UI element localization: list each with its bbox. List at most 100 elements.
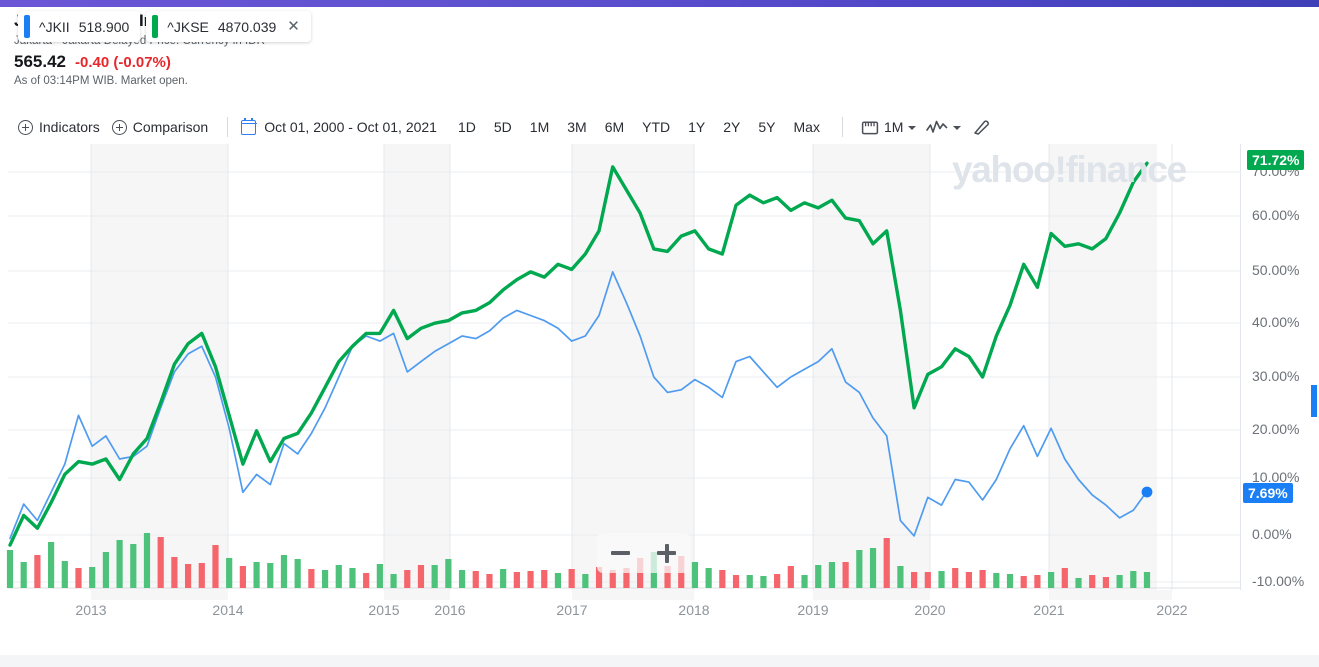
x-axis-label: 2016	[434, 602, 466, 618]
volume-bar	[89, 567, 96, 588]
volume-bar	[47, 542, 55, 588]
volume-bar	[157, 537, 164, 588]
chart-toolbar: Indicators Comparison Oct 01, 2000 - Oct…	[0, 110, 1319, 144]
watermark-exclamation: !	[1054, 149, 1066, 190]
volume-bar	[212, 545, 219, 588]
draw-tools-button[interactable]	[966, 114, 996, 140]
volume-bar	[61, 561, 68, 588]
volume-bar	[1075, 578, 1082, 588]
y-axis-label: 50.00%	[1252, 262, 1300, 278]
range-button-5d[interactable]: 5D	[493, 119, 512, 135]
volume-bar	[705, 568, 712, 588]
volume-bar	[924, 572, 931, 588]
y-axis-label: 20.00%	[1252, 421, 1300, 437]
volume-bar	[20, 562, 27, 588]
range-button-3m[interactable]: 3M	[567, 119, 587, 135]
y-axis-label: 60.00%	[1252, 207, 1300, 223]
chart-area[interactable]	[0, 144, 1319, 600]
volume-bar	[965, 572, 973, 588]
right-edge-scroll-marker[interactable]	[1311, 385, 1317, 417]
volume-bar	[253, 562, 260, 588]
volume-bar	[623, 568, 630, 588]
range-button-1y[interactable]: 1Y	[688, 119, 706, 135]
volume-bar	[595, 567, 603, 588]
range-button-1d[interactable]: 1D	[457, 119, 476, 135]
year-shade-band	[384, 144, 450, 600]
legend-chip-jkii[interactable]: ^JKII 518.900	[18, 11, 141, 42]
volume-bar	[1006, 574, 1014, 588]
bottom-band	[0, 655, 1319, 667]
x-axis-label: 2019	[797, 602, 829, 618]
comparison-button[interactable]: Comparison	[106, 116, 214, 138]
volume-bar	[609, 570, 616, 588]
volume-bar	[979, 570, 986, 588]
range-button-max[interactable]: Max	[793, 119, 820, 135]
volume-bar	[952, 568, 959, 588]
interval-button[interactable]: 1M	[856, 116, 921, 139]
x-axis-label: 2022	[1156, 602, 1188, 618]
volume-bar	[911, 572, 918, 588]
y-axis-label: 40.00%	[1252, 314, 1300, 330]
candlestick-icon	[861, 120, 879, 134]
volume-bar	[1143, 572, 1151, 588]
zoom-in-button[interactable]	[657, 543, 677, 563]
toolbar-divider	[227, 117, 229, 137]
range-button-ytd[interactable]: YTD	[642, 119, 671, 135]
volume-bar	[34, 555, 41, 588]
volume-bar	[143, 533, 151, 588]
volume-bar	[1020, 576, 1027, 588]
volume-bar	[1034, 575, 1041, 588]
volume-bar	[787, 566, 794, 588]
zoom-out-button[interactable]	[610, 550, 630, 556]
volume-bar	[1048, 572, 1055, 588]
year-shade-band	[572, 144, 694, 600]
volume-bar	[774, 574, 781, 588]
year-shade-band	[1049, 144, 1172, 600]
volume-bar	[184, 564, 192, 588]
volume-bar	[472, 571, 479, 588]
series-line-jkse	[8, 161, 1149, 547]
x-axis-label: 2018	[678, 602, 710, 618]
volume-bar	[637, 558, 644, 588]
volume-bar	[664, 566, 671, 588]
range-button-1m[interactable]: 1M	[529, 119, 550, 135]
jkse-value-badge: 71.72%	[1247, 150, 1305, 170]
price-row: 565.42 -0.40 (-0.07%)	[14, 52, 714, 72]
y-axis-label: 0.00%	[1252, 526, 1292, 542]
future-area	[1157, 144, 1240, 590]
range-button-5y[interactable]: 5Y	[758, 119, 776, 135]
series-line-jkii	[9, 271, 1148, 540]
volume-bar	[321, 570, 329, 588]
volume-bar	[582, 574, 589, 588]
volume-bar	[1089, 575, 1096, 588]
volume-bar	[458, 570, 466, 588]
volume-bar	[568, 569, 575, 588]
pencil-icon	[974, 120, 990, 135]
volume-bar	[349, 568, 356, 588]
series-legend: ^JKII 518.900 ^JKSE 4870.039 ✕	[18, 11, 311, 42]
legend-value: 518.900	[78, 18, 130, 35]
volume-bar	[732, 575, 740, 588]
date-range-label: Oct 01, 2000 - Oct 01, 2021	[264, 119, 437, 135]
legend-remove-icon[interactable]: ✕	[287, 18, 300, 35]
legend-chip-jkse[interactable]: ^JKSE 4870.039 ✕	[146, 11, 311, 42]
interval-label: 1M	[883, 119, 904, 135]
volume-bar	[486, 574, 493, 588]
jkii-value-badge: 7.69%	[1243, 483, 1293, 503]
indicators-button[interactable]: Indicators	[12, 116, 106, 138]
year-shade-band	[813, 144, 930, 600]
y-axis-label: 30.00%	[1252, 368, 1300, 384]
volume-bar	[527, 571, 534, 588]
volume-bar	[280, 555, 288, 588]
volume-bar	[75, 568, 82, 588]
x-axis-label: 2020	[914, 602, 946, 618]
range-button-6m[interactable]: 6M	[604, 119, 625, 135]
watermark-part1: yahoo	[952, 149, 1056, 190]
volume-bar	[760, 576, 767, 588]
line-chart-icon	[926, 120, 948, 133]
range-button-2y[interactable]: 2Y	[723, 119, 741, 135]
chart-type-button[interactable]	[921, 116, 966, 138]
date-range-button[interactable]: Oct 01, 2000 - Oct 01, 2021	[240, 117, 437, 135]
volume-bar	[869, 548, 877, 588]
chart-plot[interactable]	[0, 144, 1319, 600]
